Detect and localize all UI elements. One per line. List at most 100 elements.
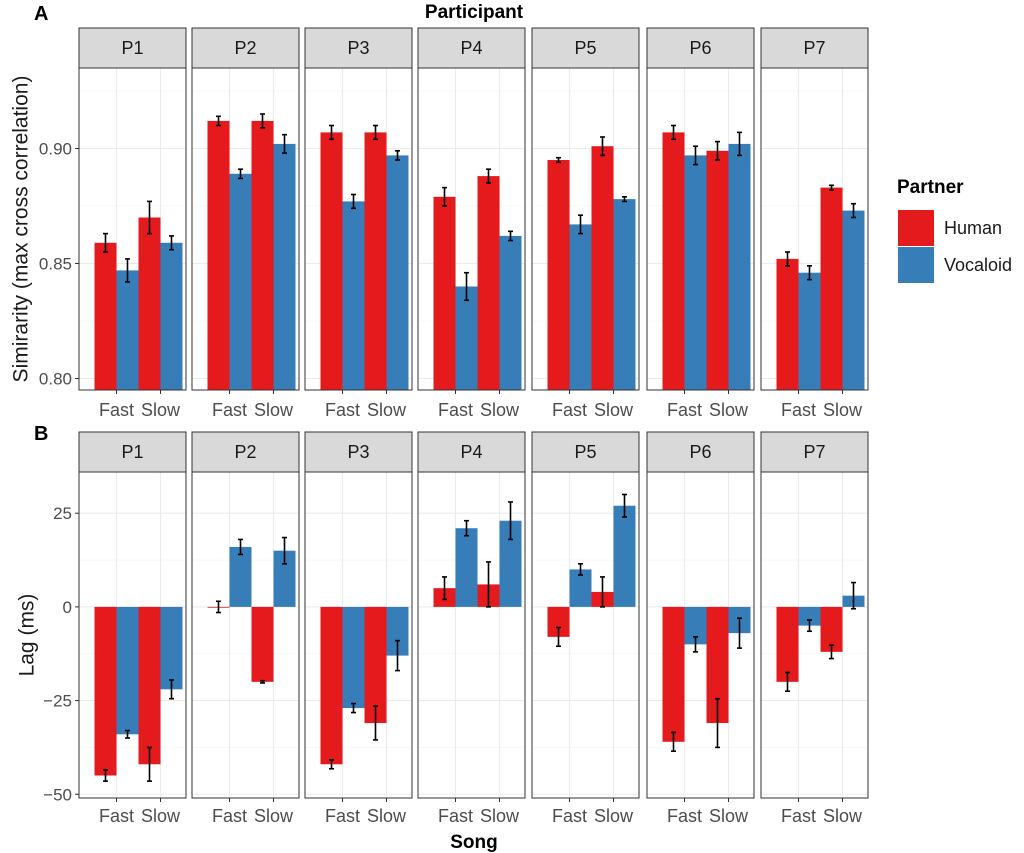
legend: Partner Human Vocaloid: [897, 177, 1012, 283]
facet-strip: [78, 27, 187, 69]
facet-strip-label: P4: [460, 38, 482, 58]
facet-b-p1: P1 Fast Slow: [78, 431, 187, 826]
bar-vocaloid-fast: [684, 606, 707, 645]
facet-b-p4: P4 Fast Slow: [417, 431, 526, 826]
bar-human-slow: [820, 187, 843, 390]
error-bar: [260, 113, 265, 129]
facet-strip: [78, 431, 187, 473]
facet-strip-label: P7: [803, 442, 825, 462]
error-bar: [785, 251, 790, 267]
error-bar: [486, 168, 491, 184]
bar-vocaloid-fast: [342, 606, 365, 709]
facet-strip-label: P6: [689, 442, 711, 462]
x-tick-label: Slow: [480, 806, 520, 826]
facet-border: [646, 471, 755, 799]
legend-swatch-human: [898, 210, 934, 246]
x-tick-label: Slow: [367, 400, 407, 420]
facet-b-p5: P5 Fast Slow: [531, 431, 640, 826]
error-bar: [282, 536, 287, 565]
bar-human-fast: [662, 132, 685, 390]
facet-strip: [304, 27, 413, 69]
y-tick-label-b: 0: [63, 598, 72, 617]
facet-strip-label: P1: [121, 442, 143, 462]
y-tick-label-a: 0.85: [39, 255, 72, 274]
bar-human-fast: [320, 606, 343, 765]
y-axis-title-a: Simirarity (max cross correlation): [9, 76, 32, 383]
y-tick-label-a: 0.90: [39, 140, 72, 159]
bar-human-slow: [591, 146, 614, 390]
bar-human-slow: [364, 606, 387, 724]
bar-vocaloid-slow: [386, 606, 409, 656]
facet-a-p6: P6 Fast Slow: [646, 27, 755, 420]
error-bar: [600, 136, 605, 157]
x-tick-label: Fast: [99, 806, 134, 826]
facet-border: [646, 67, 755, 391]
facet-b-p7: P7 Fast Slow: [760, 431, 869, 826]
bar-human-slow: [364, 132, 387, 390]
bar-human-fast: [547, 606, 570, 637]
error-bar: [693, 145, 698, 166]
legend-title: Partner: [897, 177, 964, 198]
error-bar: [216, 115, 221, 127]
bar-human-fast: [547, 160, 570, 390]
bar-vocaloid-fast: [798, 272, 821, 390]
error-bar: [851, 202, 856, 219]
facet-a-p3: P3 Fast Slow: [304, 27, 413, 420]
x-tick-label: Slow: [254, 400, 294, 420]
facet-a-p4: P4 Fast Slow: [417, 27, 526, 420]
bar-human-fast: [94, 242, 117, 390]
error-bar: [329, 758, 334, 770]
bar-vocaloid-slow: [613, 505, 636, 607]
error-bar: [169, 235, 174, 251]
facet-strip: [646, 431, 755, 473]
facet-strip: [417, 431, 526, 473]
x-tick-label: Slow: [823, 400, 863, 420]
facet-border: [78, 471, 187, 799]
error-bar: [737, 131, 742, 157]
error-bar: [103, 769, 108, 782]
x-tick-label: Slow: [141, 400, 181, 420]
bar-human-slow: [138, 217, 161, 390]
bar-vocaloid-slow: [613, 199, 636, 390]
facet-strip-label: P2: [234, 38, 256, 58]
facet-strip-label: P3: [347, 442, 369, 462]
error-bar: [464, 271, 469, 302]
error-bar: [807, 264, 812, 281]
error-bar: [260, 679, 265, 684]
error-bar: [622, 493, 627, 518]
x-tick-label: Fast: [781, 806, 816, 826]
top-title: Participant: [425, 2, 524, 23]
bar-vocaloid-fast: [229, 173, 252, 390]
bar-vocaloid-fast: [229, 546, 252, 607]
legend-label-human: Human: [944, 218, 1002, 238]
bar-vocaloid-slow: [273, 550, 296, 607]
x-tick-label: Fast: [438, 400, 473, 420]
facet-border: [191, 67, 300, 391]
facet-strip: [531, 27, 640, 69]
error-bar: [556, 626, 561, 648]
bar-vocaloid-slow: [160, 606, 183, 690]
bottom-x-title: Song: [450, 832, 498, 853]
bar-vocaloid-slow: [160, 242, 183, 390]
facet-strip: [191, 431, 300, 473]
facet-strip: [646, 27, 755, 69]
error-bar: [785, 671, 790, 693]
error-bar: [851, 581, 856, 610]
facet-plot-area: [191, 471, 300, 799]
bar-vocaloid-fast: [342, 201, 365, 390]
error-bar: [329, 124, 334, 141]
bar-vocaloid-fast: [116, 270, 139, 390]
error-bar: [693, 636, 698, 653]
error-bar: [671, 731, 676, 752]
facet-strip: [760, 27, 869, 69]
y-tick-label-a: 0.80: [39, 370, 72, 389]
bar-vocaloid-slow: [499, 520, 522, 607]
x-tick-label: Fast: [552, 806, 587, 826]
x-tick-label: Fast: [781, 400, 816, 420]
bar-human-slow: [477, 176, 500, 390]
bar-human-fast: [776, 606, 799, 682]
x-tick-label: Slow: [141, 806, 181, 826]
x-tick-label: Fast: [667, 806, 702, 826]
facet-border: [417, 471, 526, 799]
panel-b-label: B: [34, 423, 48, 445]
